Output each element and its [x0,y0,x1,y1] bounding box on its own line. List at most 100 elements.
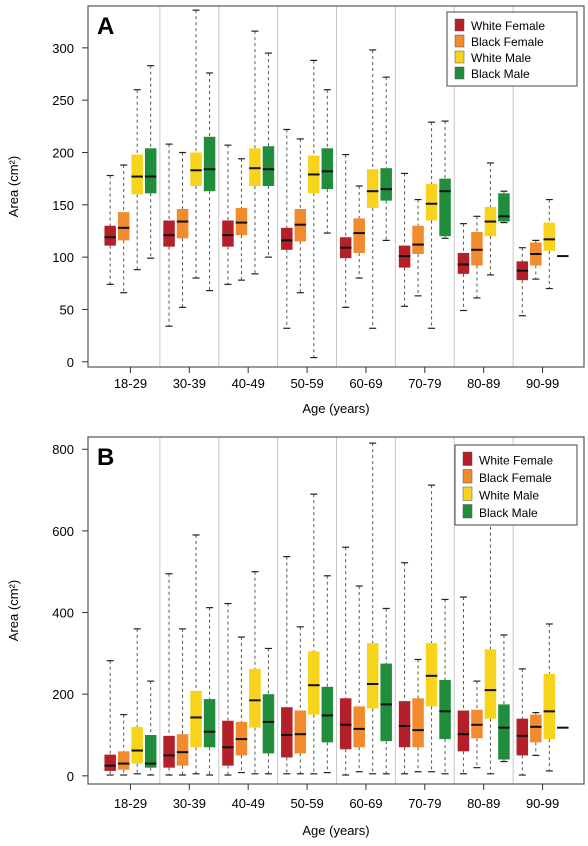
box-white-female [163,573,175,776]
box-white-female [457,596,470,775]
legend-swatch [454,34,465,48]
box-body [339,698,352,750]
box-black-female [353,185,365,279]
box-body [249,148,261,186]
box-white-male [425,121,438,329]
box-white-male [249,571,261,775]
y-axis-label: Area (cm²) [6,156,21,217]
x-tick-label: 70-79 [408,796,441,811]
box-body [321,148,334,190]
box-body [412,225,424,254]
box-black-male [439,120,451,239]
box-body [366,643,379,709]
box-body [353,218,365,253]
x-axis-label: Age (years) [302,823,369,838]
box-black-female [471,215,483,299]
legend-swatch [462,486,473,501]
box-black-female [530,239,542,280]
y-tick-label: 800 [52,442,74,457]
box-body [144,148,157,194]
box-body [131,726,143,764]
x-tick-label: 80-89 [467,376,500,391]
box-body [412,698,424,748]
box-body [457,710,470,752]
box-body [281,707,293,758]
box-body [398,701,411,748]
box-black-female [353,585,365,773]
box-body [294,710,307,754]
x-tick-label: 30-39 [173,796,206,811]
box-black-female [117,164,130,294]
box-body [131,154,143,195]
box-body [543,222,556,251]
box-body [117,212,130,241]
box-body [235,207,248,236]
box-body [176,734,189,766]
box-white-female [339,153,352,308]
x-tick-label: 50-59 [290,376,323,391]
y-tick-label: 0 [67,355,74,370]
legend-label: Black Female [471,35,544,49]
box-black-male [262,52,275,258]
box-black-female [117,713,130,776]
legend-swatch [454,50,465,64]
box-body [104,754,116,771]
legend-label: White Female [471,19,545,33]
box-body [439,178,451,237]
box-body [203,699,216,748]
box-body [222,720,234,766]
x-tick-label: 60-69 [349,796,382,811]
box-body [457,252,470,274]
box-body [117,751,130,770]
legend-label: White Female [479,454,553,468]
box-black-male [380,76,392,241]
box-body [163,220,175,247]
x-tick-label: 70-79 [408,376,441,391]
x-tick-label: 50-59 [290,796,323,811]
chart-panel-b: 0 200 400 600 800 18-29 30-39 40-49 50-59 60-69 70… [6,436,585,838]
box-white-male [366,442,379,775]
box-body [530,714,542,743]
legend-swatch [454,66,465,80]
box-white-female [222,144,234,285]
y-tick-label: 250 [52,93,74,108]
box-body [516,718,529,756]
box-black-male [203,72,216,292]
box-body [190,690,202,748]
box-black-female [530,711,542,757]
legend-swatch [454,18,465,32]
y-tick-label: 50 [60,302,74,317]
box-black-male [321,575,334,774]
box-white-female [398,562,411,775]
legend-label: Black Male [471,67,530,81]
box-body [425,183,438,221]
box-body [425,643,438,707]
box-body [190,152,202,186]
x-tick-label: 90-99 [526,796,559,811]
box-white-male [308,493,320,775]
box-black-male [144,680,157,776]
box-white-male [131,628,143,775]
y-tick-label: 600 [52,524,74,539]
y-tick-label: 200 [52,687,74,702]
box-white-male [366,49,379,329]
box-black-female [176,628,189,776]
box-black-female [235,158,248,281]
y-tick-label: 150 [52,198,74,213]
legend: White Female Black Female White Male Black … [454,444,578,526]
plot-frame [87,5,585,368]
box-white-male [543,198,556,290]
box-black-male [439,598,451,775]
box-black-female [176,151,189,308]
y-tick-label: 200 [52,145,74,160]
plot-frame [87,436,585,785]
legend-label: White Male [479,489,539,503]
box-white-male [425,484,438,773]
box-black-female [412,658,424,773]
box-white-male [190,9,202,279]
box-body [176,208,189,239]
box-white-female [104,174,116,285]
box-body [471,232,483,266]
x-tick-label: 90-99 [526,376,559,391]
box-body [498,704,510,760]
